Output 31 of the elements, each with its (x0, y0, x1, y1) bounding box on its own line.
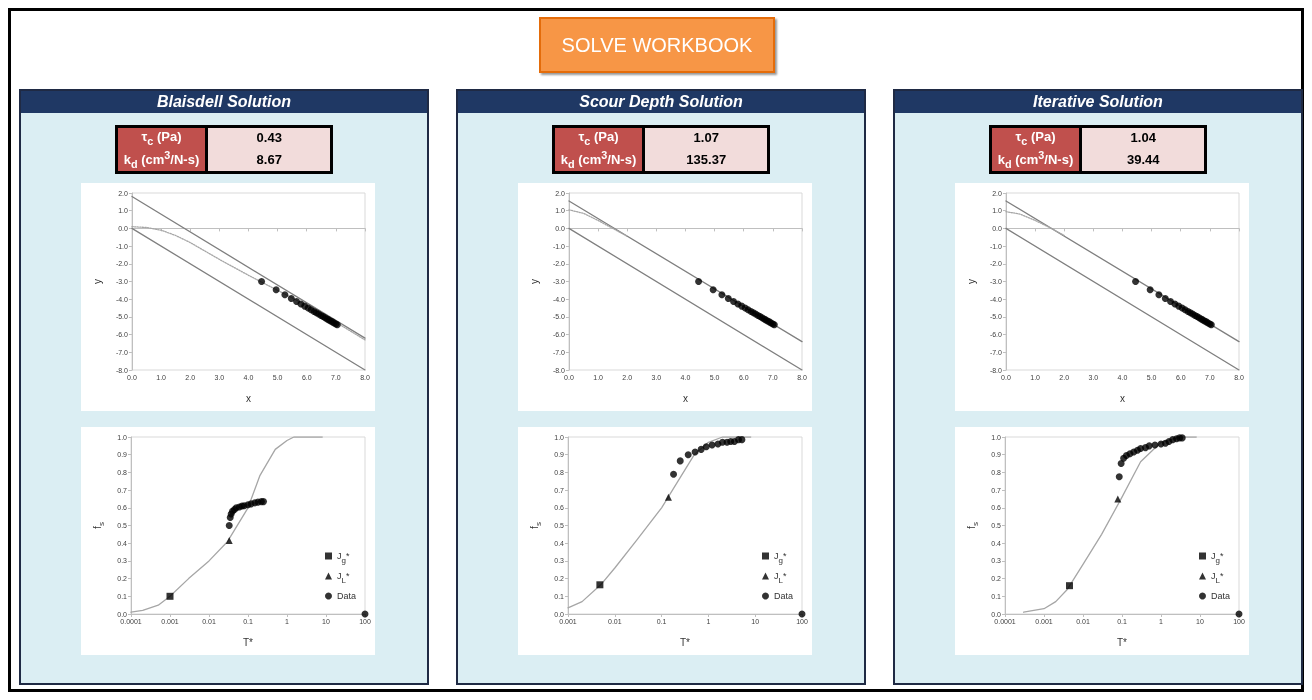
text: Iterative Solution (895, 91, 1301, 113)
y-axis-title: fs (528, 522, 543, 529)
data-label: 39.44 (1080, 147, 1206, 173)
text: Scour Depth Solution (458, 91, 864, 113)
data-label: 135.37 (643, 147, 769, 173)
text: Blaisdell Solution (21, 91, 427, 113)
category-label: τ$_{c}$ (Pa) (990, 126, 1081, 148)
x-axis-title: x (245, 392, 251, 404)
data-label: 1.07 (643, 126, 769, 148)
x-axis-title: T* (1117, 636, 1128, 648)
legend-label: Data (1210, 591, 1230, 601)
category-label: τ$_{c}$ (Pa) (116, 126, 207, 148)
y-axis-title: fs (965, 522, 980, 529)
x-axis-title: x (682, 392, 688, 404)
x-axis-title: T* (680, 636, 691, 648)
y-axis-title: y (528, 279, 540, 284)
y-axis-title: y (965, 279, 977, 284)
legend-label: Data (336, 591, 356, 601)
data-label: 0.43 (206, 126, 332, 148)
category-label: τ$_{c}$ (Pa) (553, 126, 644, 148)
y-axis-title: y (91, 279, 103, 284)
y-axis-title: fs (91, 522, 106, 529)
text: SOLVE WORKBOOK (539, 17, 775, 73)
data-label: 1.04 (1080, 126, 1206, 148)
data-label: 8.67 (206, 147, 332, 173)
legend-label: Data (773, 591, 793, 601)
x-axis-title: T* (243, 636, 254, 648)
category-label: k$_{d}$ (cm$^{3}$/N-s) (553, 147, 644, 173)
x-axis-title: x (1119, 392, 1125, 404)
category-label: k$_{d}$ (cm$^{3}$/N-s) (116, 147, 207, 173)
category-label: k$_{d}$ (cm$^{3}$/N-s) (990, 147, 1081, 173)
